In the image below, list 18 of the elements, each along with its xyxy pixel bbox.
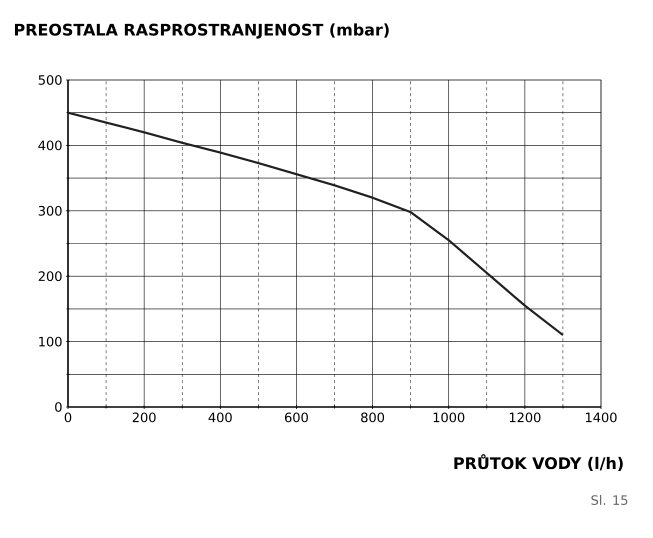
x-tick-label: 1000 — [434, 412, 464, 422]
y-tick-label: 100 — [39, 336, 62, 346]
y-tick-label: 400 — [38, 140, 62, 150]
y-tick-label: 0 — [55, 402, 62, 412]
y-tick-label: 500 — [38, 75, 62, 85]
y-tick-label: 200 — [38, 271, 62, 282]
x-axis-title: PRŮTOK VODY (l/h) — [454, 454, 623, 472]
x-tick-label: 1400 — [586, 412, 617, 422]
x-tick-label: 600 — [284, 412, 308, 422]
x-tick-label: 1200 — [510, 412, 540, 422]
chart-title: PREOSTALA RASPROSTRANJENOST (mbar) — [14, 23, 389, 39]
line-series — [66, 112, 564, 336]
x-tick-label: 200 — [132, 412, 156, 422]
text: Sl. 15 — [591, 494, 628, 506]
x-tick-label: 400 — [208, 412, 232, 422]
x-tick-label: 800 — [361, 412, 384, 422]
x-tick-label: 0 — [64, 412, 72, 422]
y-tick-label: 300 — [38, 206, 62, 216]
